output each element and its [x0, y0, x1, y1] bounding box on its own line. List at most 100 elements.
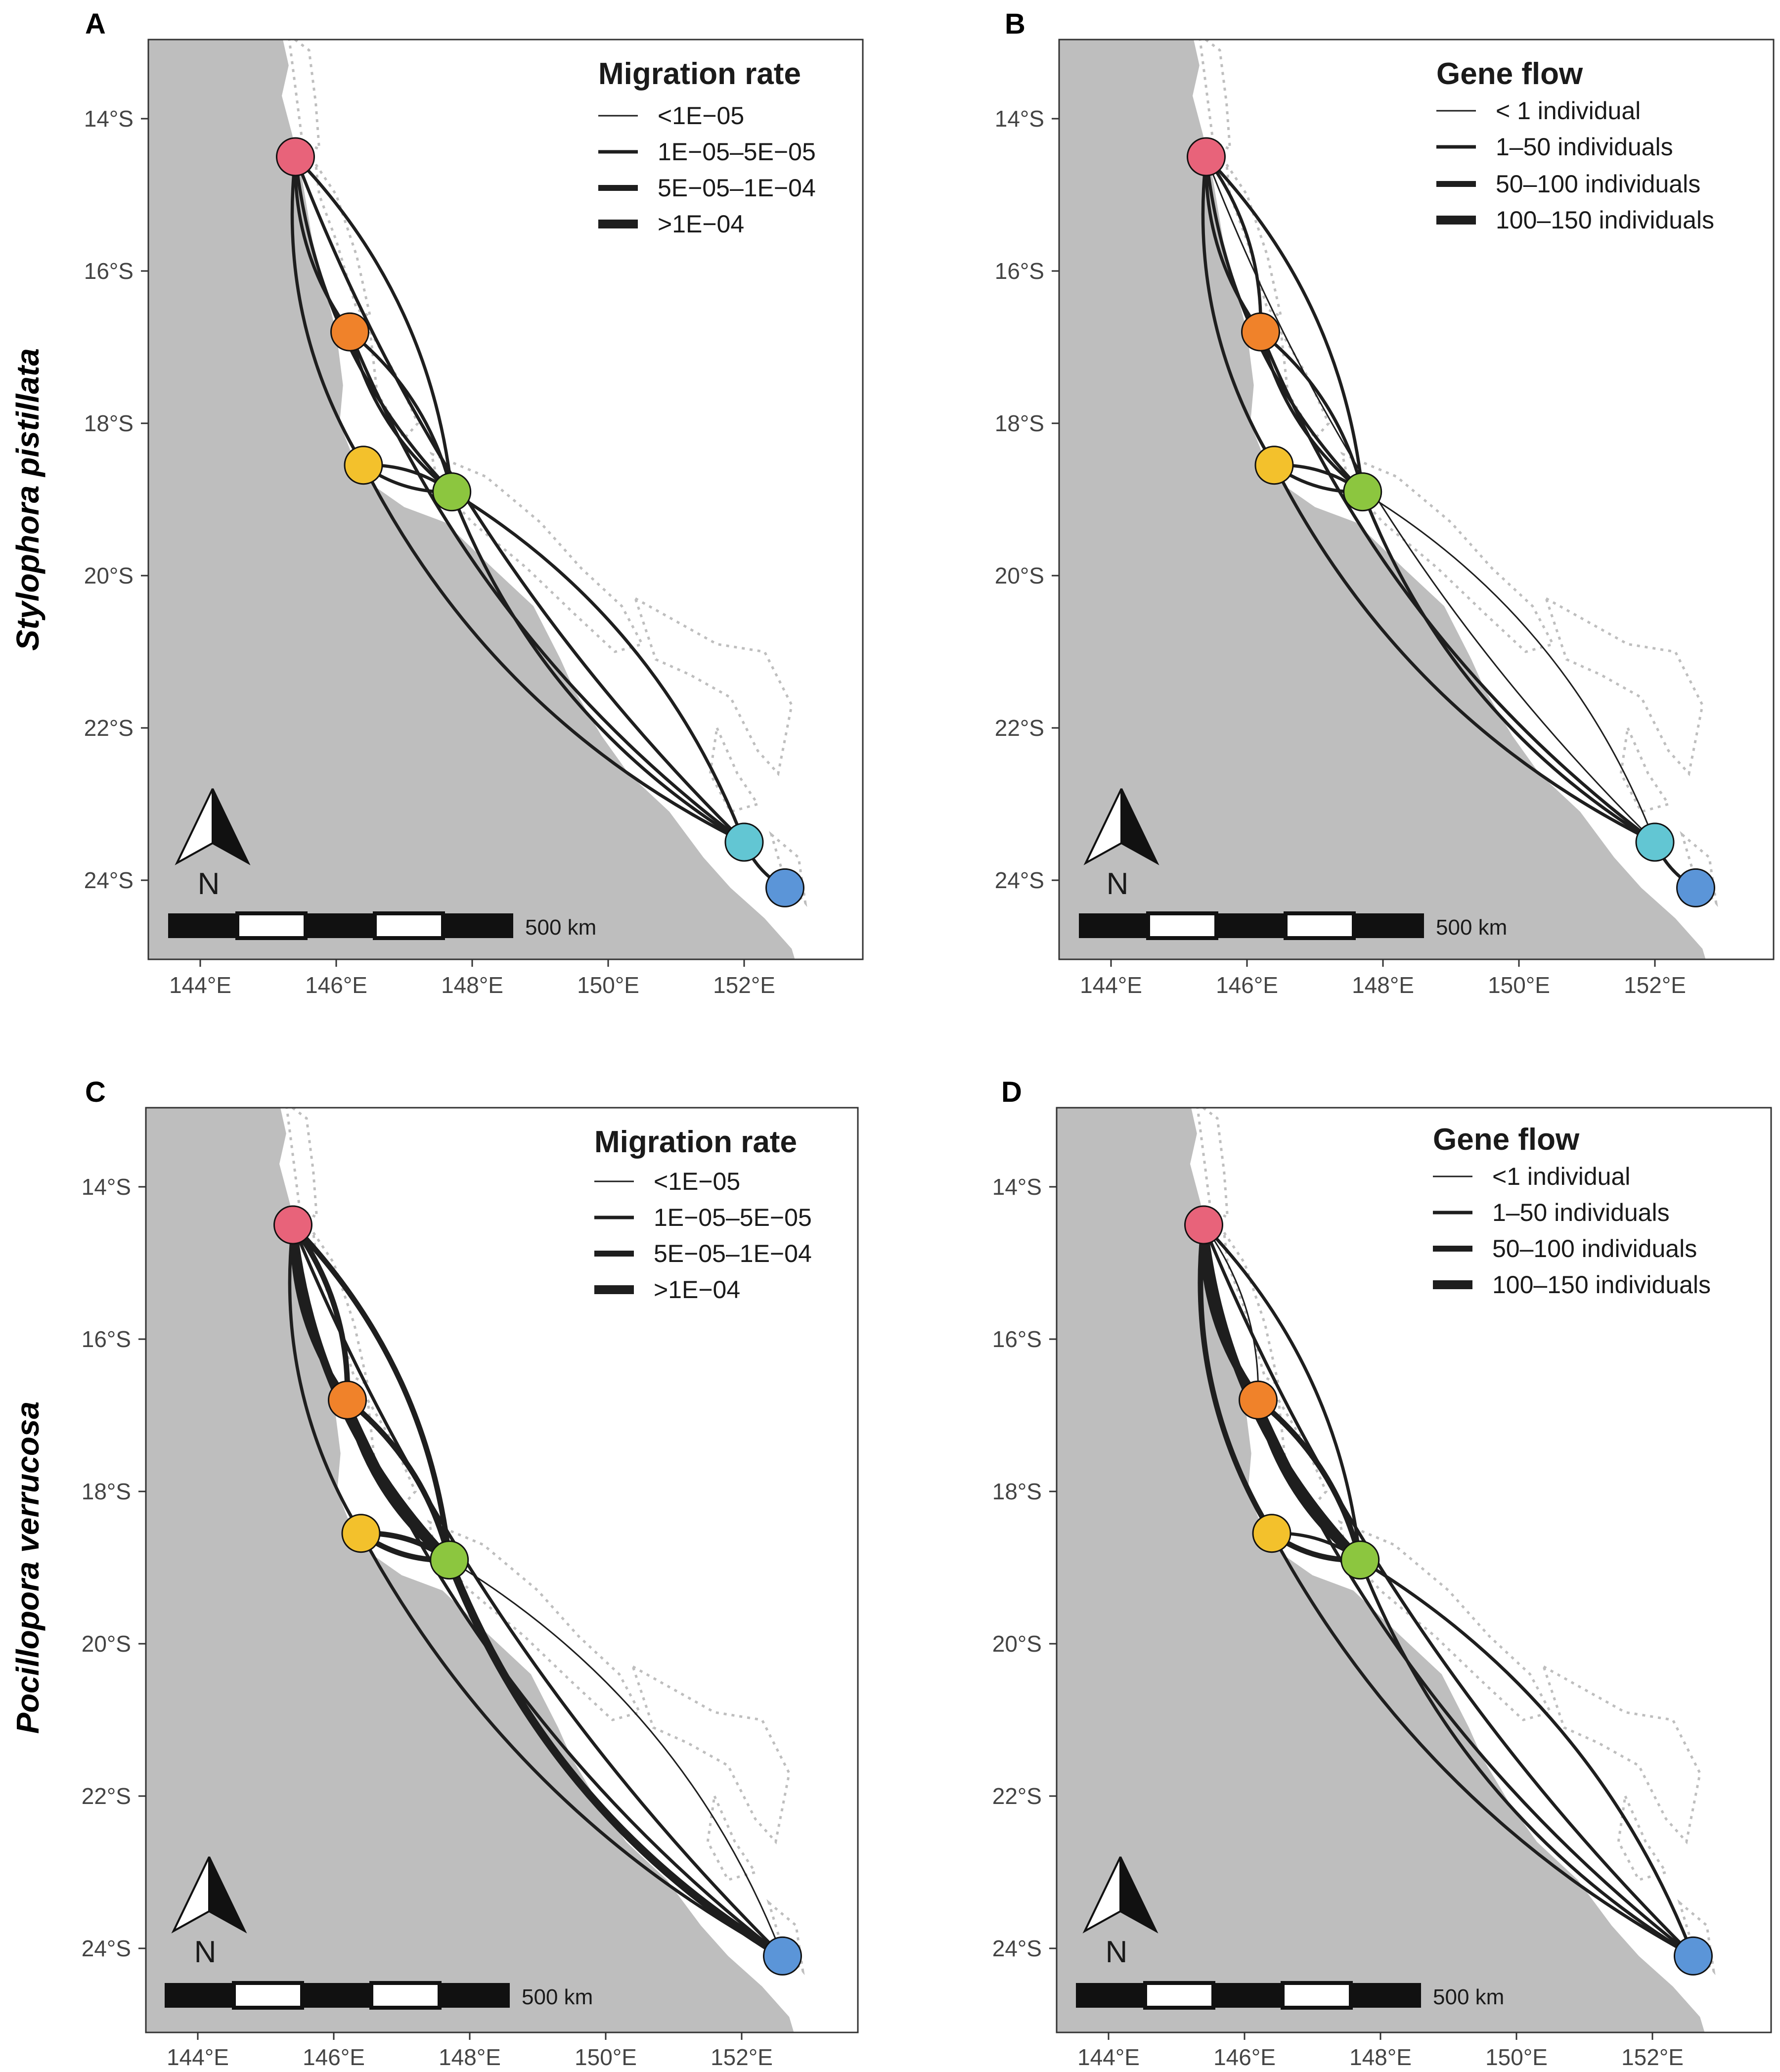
- y-tick-24s: 24°S: [995, 867, 1044, 893]
- connection-orange-green: [345, 1397, 452, 1563]
- y-tick-24s: 24°S: [84, 867, 134, 893]
- x-tick-144e: 144°E: [1077, 2044, 1140, 2070]
- north-label: N: [1107, 867, 1129, 901]
- x-tick-152e: 152°E: [1624, 972, 1686, 998]
- panel-b-x-axis: 144°E 146°E 148°E 150°E 152°E: [1080, 959, 1686, 998]
- scale-segment: [306, 913, 375, 938]
- connection-pink-yellow: [288, 1223, 363, 1535]
- site-marker-yellow: [341, 1514, 381, 1553]
- reef-patch: [1680, 831, 1718, 907]
- reef-patch: [366, 1399, 417, 1509]
- x-tick-148e: 148°E: [1349, 2044, 1412, 2070]
- connection-pink-green: [294, 155, 453, 494]
- north-label: N: [198, 867, 220, 901]
- connection-orange-green: [348, 330, 453, 494]
- legend-item-3: 50–100 individuals: [1496, 170, 1700, 198]
- connection-green-blue: [1358, 1558, 1695, 1958]
- panel-c-x-axis: 144°E 146°E 148°E 150°E 152°E: [167, 2032, 773, 2070]
- y-tick-22s: 22°S: [82, 1783, 131, 1809]
- connection-pink-orange: [1204, 155, 1262, 334]
- land-mass: [1057, 1108, 1705, 2032]
- x-tick-148e: 148°E: [439, 2044, 501, 2070]
- x-tick-152e: 152°E: [711, 2044, 773, 2070]
- connection-pink-cyan: [1205, 156, 1656, 843]
- site-marker-blue: [765, 868, 804, 907]
- y-tick-18s: 18°S: [82, 1479, 131, 1504]
- scale-segment: [302, 1983, 371, 2008]
- legend-title: Migration rate: [598, 57, 801, 91]
- land-mass: [1059, 40, 1706, 959]
- panel-b-scale-bar: 500 km: [1079, 911, 1507, 940]
- panel-d-x-axis: 144°E 146°E 148°E 150°E 152°E: [1077, 2032, 1684, 2070]
- panel-c-y-axis: 14°S 16°S 18°S 20°S 22°S 24°S: [82, 1174, 146, 1961]
- y-tick-18s: 18°S: [84, 410, 134, 436]
- panel-c-map: [146, 1108, 858, 2032]
- panel-c: C Migration rate <1E−05 1E−05–5E−05 5E−0…: [82, 1076, 859, 2070]
- panel-a-letter: A: [85, 8, 106, 40]
- site-marker-orange: [328, 1380, 367, 1420]
- panel-a: A Migration rate <1E−05 1E−05–5E−05 5E−0…: [84, 8, 864, 998]
- panel-b: B Gene flow < 1 individual 1–50 individu…: [995, 8, 1775, 998]
- connection-pink-green: [1202, 1223, 1362, 1562]
- x-tick-146e: 146°E: [305, 972, 367, 998]
- panel-c-north-arrow: N: [171, 1856, 247, 1969]
- panel-c-legend: Migration rate <1E−05 1E−05–5E−05 5E−05–…: [594, 1125, 812, 1304]
- x-tick-150e: 150°E: [577, 972, 639, 998]
- scale-segment: [1216, 913, 1286, 938]
- site-marker-orange: [1241, 312, 1280, 352]
- row-label-pocillopora: Pocillopora verrucosa: [10, 1401, 45, 1734]
- land-mass: [148, 40, 795, 959]
- legend-item-1: <1E−05: [658, 102, 744, 130]
- legend-item-2: 1–50 individuals: [1496, 133, 1673, 161]
- panel-b-map: [1059, 40, 1774, 959]
- y-tick-16s: 16°S: [82, 1326, 131, 1352]
- legend-item-2: 1–50 individuals: [1492, 1199, 1670, 1226]
- y-tick-20s: 20°S: [82, 1631, 131, 1657]
- panel-a-y-axis: 14°S 16°S 18°S 20°S 22°S 24°S: [84, 106, 148, 893]
- scale-segment: [1213, 1983, 1283, 2008]
- site-marker-pink: [273, 1205, 312, 1245]
- connection-pink-yellow: [290, 155, 365, 467]
- scale-label: 500 km: [525, 915, 596, 940]
- scale-segment: [235, 911, 308, 940]
- scale-segment: [1146, 911, 1218, 940]
- x-tick-150e: 150°E: [1488, 972, 1550, 998]
- reef-patch: [1277, 1399, 1328, 1509]
- panel-d-legend: Gene flow <1 individual 1–50 individuals…: [1433, 1123, 1711, 1299]
- legend-item-2: 1E−05–5E−05: [654, 1204, 812, 1231]
- site-marker-blue: [1676, 868, 1715, 907]
- y-tick-24s: 24°S: [82, 1936, 131, 1961]
- site-marker-green: [432, 472, 472, 512]
- scale-segment: [373, 911, 445, 940]
- reef-patch: [369, 331, 419, 441]
- y-tick-20s: 20°S: [995, 563, 1044, 588]
- panel-b-legend: Gene flow < 1 individual 1–50 individual…: [1436, 57, 1714, 234]
- y-tick-16s: 16°S: [995, 258, 1044, 284]
- x-tick-144e: 144°E: [169, 972, 231, 998]
- reef-patch: [769, 831, 807, 907]
- connection-pink-orange: [1204, 155, 1262, 334]
- panel-a-legend: Migration rate <1E−05 1E−05–5E−05 5E−05–…: [598, 57, 816, 238]
- scale-segment: [1079, 913, 1148, 938]
- y-tick-22s: 22°S: [84, 715, 134, 741]
- legend-item-4: 100–150 individuals: [1492, 1271, 1711, 1299]
- connection-green-cyan: [450, 490, 746, 844]
- y-tick-22s: 22°S: [992, 1783, 1042, 1809]
- reef-patch: [1544, 595, 1704, 776]
- connection-green-cyan: [1362, 491, 1656, 843]
- connection-pink-cyan: [294, 155, 746, 844]
- site-marker-green: [1343, 472, 1382, 512]
- north-label: N: [1106, 1935, 1128, 1969]
- connection-green-blue: [448, 1559, 783, 1957]
- scale-segment: [443, 913, 513, 938]
- x-tick-146e: 146°E: [1216, 972, 1278, 998]
- legend-item-4: >1E−04: [654, 1276, 740, 1304]
- x-tick-144e: 144°E: [1080, 972, 1142, 998]
- x-tick-146e: 146°E: [303, 2044, 365, 2070]
- scale-segment: [1354, 913, 1424, 938]
- x-tick-148e: 148°E: [441, 972, 503, 998]
- connection-orange-green: [1255, 1397, 1363, 1563]
- connection-green-blue: [1358, 1558, 1695, 1958]
- reef-patch: [1617, 1792, 1668, 1882]
